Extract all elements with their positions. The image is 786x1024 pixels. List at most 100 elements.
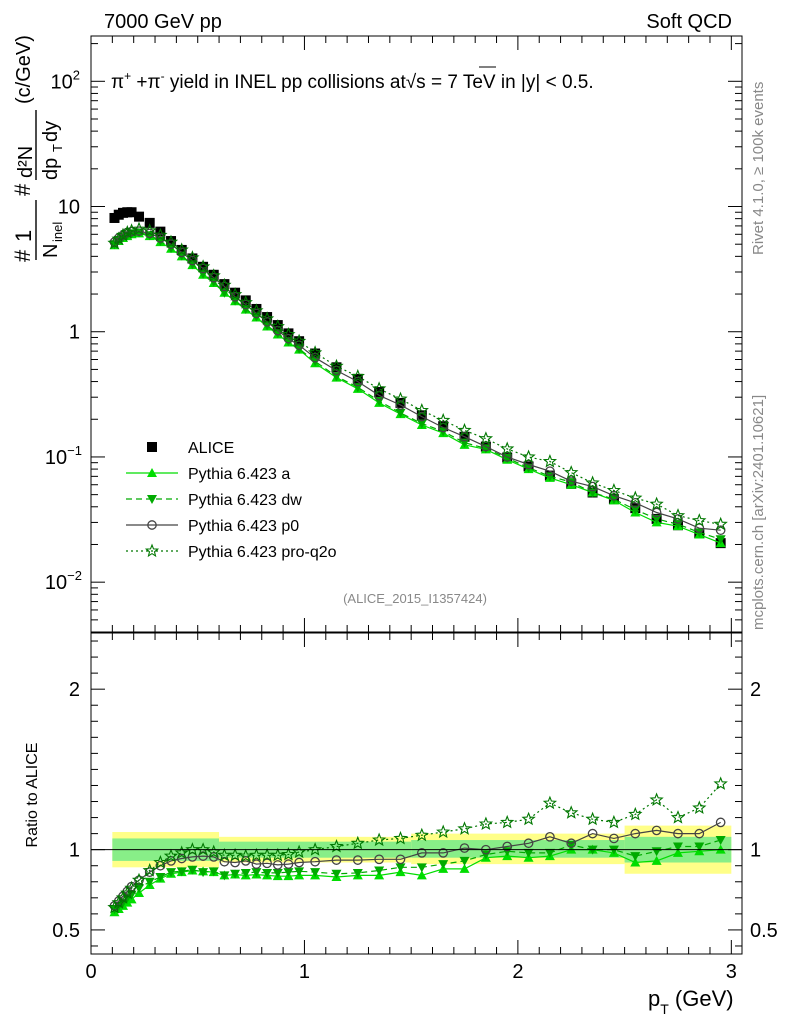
mainSeries-point-pythia-6-423-pro-q2o: [329, 358, 344, 373]
mainSeries-point-alice: [219, 279, 230, 290]
ratioSeries-point-pythia-6-423-a: [416, 870, 427, 880]
ratioSeries-point-pythia-6-423-pro-q2o: [281, 847, 296, 861]
mainSeries-point-pythia-6-423-p0: [502, 452, 513, 462]
mainSeries-point-alice: [272, 320, 283, 331]
mainSeries-point-pythia-6-423-dw: [416, 419, 427, 429]
ratioSeries-point-pythia-6-423-p0: [331, 855, 342, 865]
mainSeries-point-pythia-6-423-pro-q2o: [111, 231, 126, 246]
mainSeries-point-pythia-6-423-pro-q2o: [291, 333, 307, 348]
mainSeries-point-pythia-6-423-dw: [219, 288, 230, 298]
ratioSeries-point-pythia-6-423-pro-q2o: [393, 830, 408, 845]
mainSeries-point-pythia-6-423-dw: [651, 514, 662, 524]
ratioSeries-point-pythia-6-423-pro-q2o: [649, 792, 664, 807]
ratioSeries-point-pythia-6-423-pro-q2o: [195, 842, 211, 856]
mainSeries-point-pythia-6-423-p0: [587, 481, 598, 492]
ratioSeries-point-pythia-6-423-p0: [395, 854, 406, 865]
mainSeries-point-alice: [208, 269, 219, 280]
mainSeries-point-pythia-6-423-p0: [651, 507, 662, 518]
ratioSeries-point-pythia-6-423-p0: [459, 843, 470, 853]
ratioSeries-point-pythia-6-423-p0: [416, 848, 427, 858]
svg-text:#: #: [10, 183, 35, 196]
mainSeries-point-pythia-6-423-p0: [262, 316, 272, 327]
mainSeries-point-pythia-6-423-pro-q2o: [500, 441, 515, 455]
ratioSeries-point-pythia-6-423-dw: [230, 869, 241, 879]
ratioSeries-point-pythia-6-423-dw: [294, 867, 305, 877]
mainSeries-point-pythia-6-423-dw: [630, 505, 641, 515]
ratioSeries-point-pythia-6-423-dw: [176, 867, 187, 877]
ratioSeries-point-pythia-6-423-pro-q2o: [606, 814, 622, 829]
mainSeries-point-pythia-6-423-dw: [480, 444, 491, 454]
ratio-ylabel: Ratio to ALICE: [24, 743, 41, 848]
ratioSeries-point-pythia-6-423-pro-q2o: [521, 811, 536, 826]
mainSeries-point-pythia-6-423-pro-q2o: [174, 242, 189, 257]
ratioSeries-point-pythia-6-423-p0: [715, 817, 726, 828]
main-ytick-label: 102: [51, 67, 80, 93]
ratioSeries-point-pythia-6-423-pro-q2o: [350, 835, 365, 850]
mainSeries-point-pythia-6-423-p0: [251, 308, 262, 319]
mainSeries-point-pythia-6-423-pro-q2o: [131, 221, 147, 236]
ratioSeries-point-pythia-6-423-p0: [272, 860, 283, 870]
ratioSeries-point-pythia-6-423-p0: [523, 838, 534, 849]
ratioSeries-point-pythia-6-423-p0: [283, 859, 294, 869]
ratioSeries-point-pythia-6-423-p0: [630, 828, 641, 839]
ratioSeries-point-pythia-6-423-dw: [283, 868, 294, 878]
mainSeries-point-pythia-6-423-p0: [352, 376, 363, 387]
ratioSeries-point-pythia-6-423-a: [651, 855, 662, 865]
ratioSeries-point-pythia-6-423-pro-q2o: [585, 811, 600, 826]
header-category: Soft QCD: [646, 11, 732, 33]
mainSeries-point-pythia-6-423-dw: [283, 337, 294, 347]
mainSeries-point-pythia-6-423-p0: [310, 352, 320, 363]
main-ytick-label: 10−2: [45, 568, 82, 594]
legend-marker-p0: [147, 520, 157, 530]
ratioSeries-point-pythia-6-423-a: [630, 857, 641, 867]
mainSeries-point-pythia-6-423-pro-q2o: [307, 345, 323, 359]
mainSeries-point-alice: [416, 410, 427, 421]
ratioSeries-point-pythia-6-423-pro-q2o: [131, 872, 147, 887]
ratioSeries-point-pythia-6-423-dw: [198, 868, 209, 878]
svg-text:dp: dp: [40, 158, 62, 180]
ratioSeries-point-pythia-6-423-dw: [438, 860, 449, 870]
mainSeries-point-pythia-6-423-pro-q2o: [692, 513, 707, 527]
mainSeries-point-pythia-6-423-p0: [230, 291, 240, 302]
ratioSeries-point-pythia-6-423-dw: [523, 848, 534, 858]
ratioSeries-line-pythia-6-423-dw: [114, 839, 721, 910]
ratioSeries-point-pythia-6-423-dw: [310, 868, 321, 878]
svg-text:(c/GeV): (c/GeV): [13, 35, 35, 104]
ratioSeries-point-pythia-6-423-p0: [587, 828, 598, 839]
ratioSeries-point-pythia-6-423-pro-q2o: [542, 795, 558, 810]
mainSeries-point-pythia-6-423-p0: [198, 263, 208, 274]
mainSeries-point-pythia-6-423-pro-q2o: [350, 368, 365, 383]
main-ytick-label: 10: [58, 197, 80, 219]
mainSeries-point-alice: [166, 236, 177, 247]
ratioSeries-point-pythia-6-423-p0: [144, 867, 155, 877]
ratioSeries-point-pythia-6-423-dw: [630, 852, 641, 862]
ratioSeries-point-pythia-6-423-pro-q2o: [163, 848, 179, 863]
ratioSeries-point-pythia-6-423-p0: [352, 855, 363, 865]
mainSeries-point-alice: [144, 217, 155, 228]
mainSeries-point-pythia-6-423-pro-q2o: [414, 403, 429, 417]
mainSeries-point-pythia-6-423-p0: [715, 525, 726, 536]
mainSeries-point-pythia-6-423-p0: [694, 523, 705, 534]
xtick-label: 0: [85, 961, 96, 983]
mainSeries-point-pythia-6-423-pro-q2o: [628, 490, 643, 505]
mainSeries-point-pythia-6-423-dw: [272, 329, 283, 339]
ratioSeries-point-pythia-6-423-p0: [374, 854, 384, 865]
mainSeries-point-pythia-6-423-p0: [208, 272, 219, 283]
legend-marker-a: [147, 468, 157, 477]
ratioSeries-point-pythia-6-423-pro-q2o: [414, 827, 429, 842]
mainSeries-point-pythia-6-423-pro-q2o: [713, 516, 728, 531]
xlabel: pT (GeV): [648, 986, 734, 1017]
mainSeries-point-pythia-6-423-pro-q2o: [393, 391, 408, 406]
ratioSeries-point-pythia-6-423-dw: [251, 868, 262, 878]
ratioSeries-point-pythia-6-423-pro-q2o: [564, 805, 579, 819]
plot-title: π+ +π- yield in INEL pp collisions at√s …: [111, 69, 594, 93]
ratioSeries-point-pythia-6-423-p0: [294, 857, 304, 868]
svg-text:dy: dy: [40, 121, 62, 142]
legend-marker-pro: [144, 543, 160, 558]
main-ylabel: # 1 N inel # d²N dp T dy (c/GeV): [10, 35, 65, 262]
ratioSeries-point-pythia-6-423-pro-q2o: [713, 776, 728, 790]
ratioSeries-point-pythia-6-423-pro-q2o: [628, 806, 643, 821]
ratioSeries-point-pythia-6-423-dw: [331, 869, 342, 879]
ratioSeries-point-pythia-6-423-pro-q2o: [457, 821, 472, 835]
